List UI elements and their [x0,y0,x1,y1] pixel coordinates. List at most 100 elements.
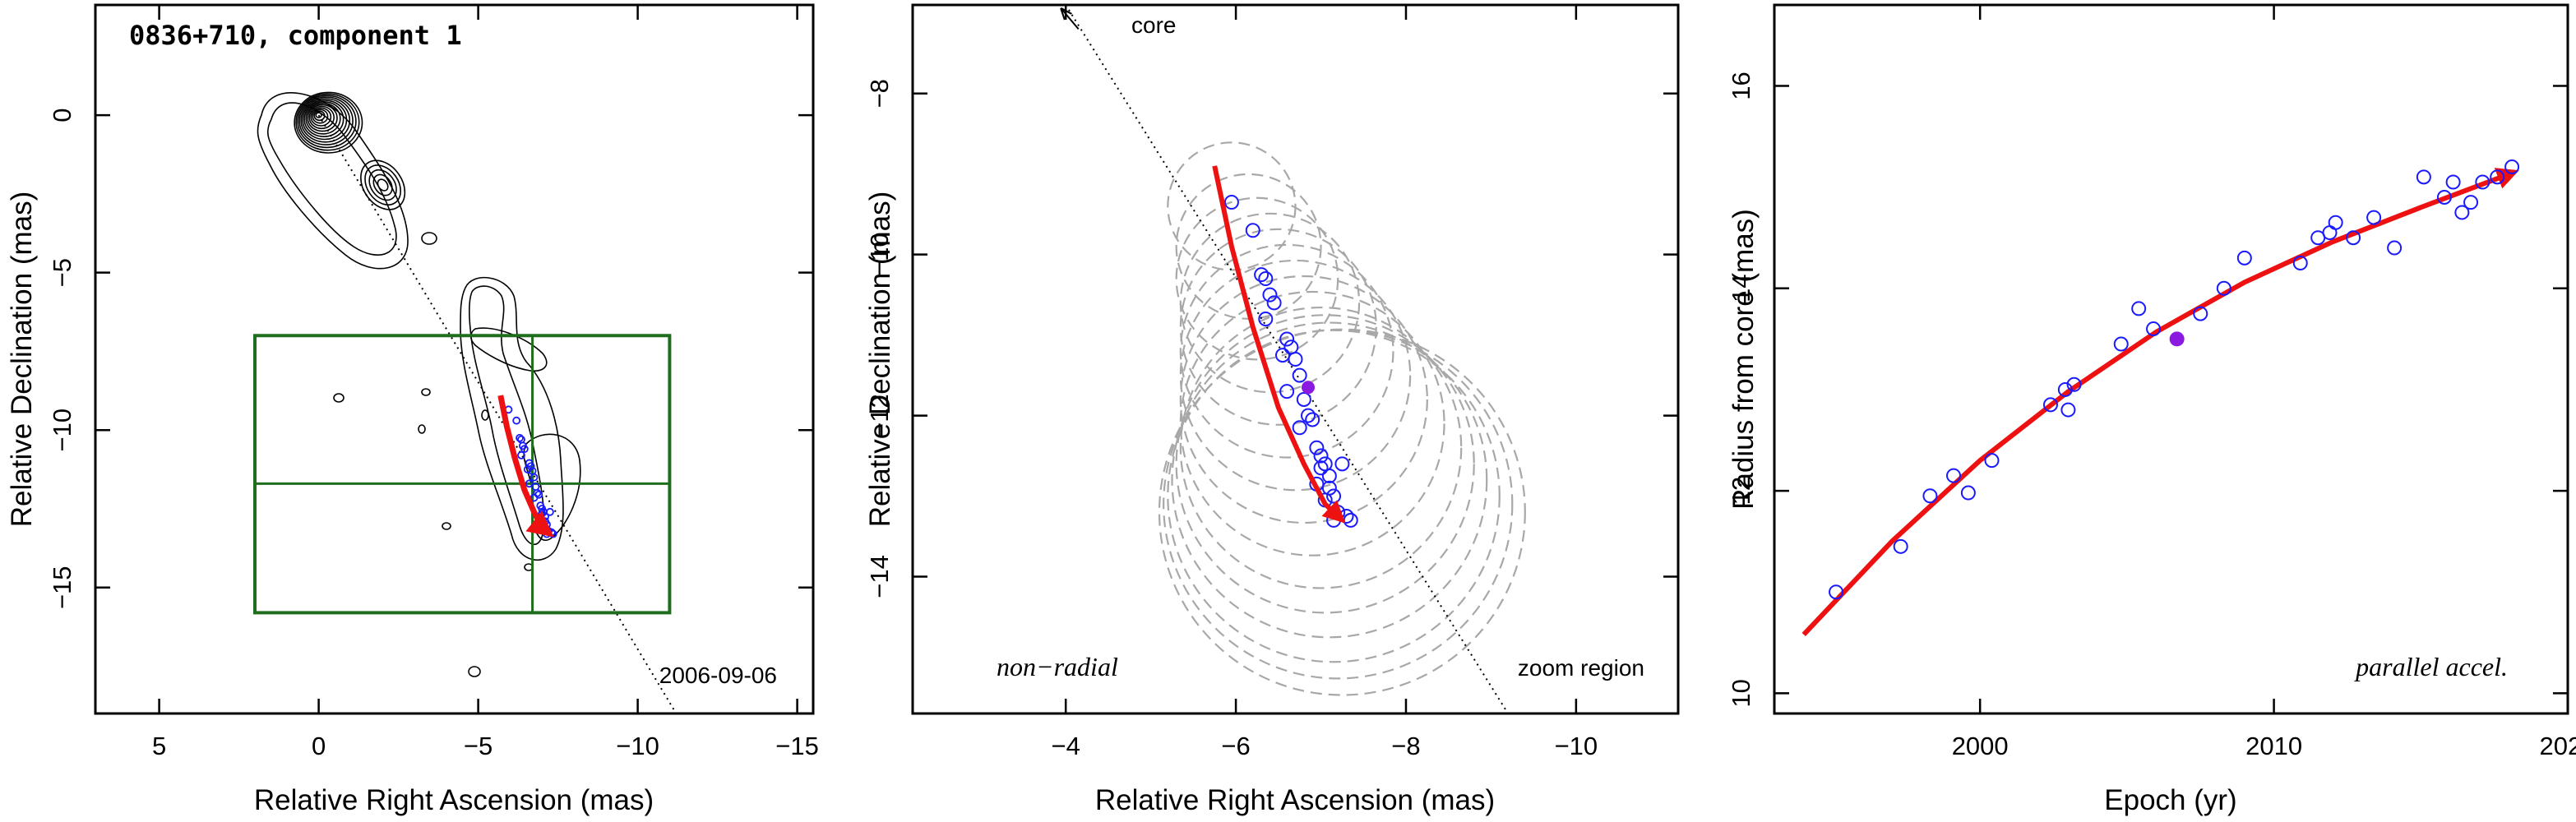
contour-core [310,107,332,127]
component-points [504,405,557,538]
core-direction-line [1065,5,1509,713]
y-tick-label: 0 [48,108,76,122]
component-point [525,479,534,488]
zoom-region-label: zoom region [1518,655,1644,681]
contour-knot [368,169,397,201]
highlighted-position [1302,381,1316,395]
size-circle [1179,243,1394,459]
contour-core [315,112,322,118]
core-arrow [1061,9,1080,30]
position-point [1258,312,1274,327]
size-circle [1179,228,1377,426]
x-tick-label: −5 [464,732,493,760]
y-tick-label: 14 [1727,275,1755,302]
size-circle [1179,275,1428,524]
contour-core [300,98,351,143]
contour-blob [421,388,431,396]
position-point [1245,223,1260,238]
y-tick-label: −10 [48,409,76,452]
contour-core [297,95,357,149]
radius-point [2146,321,2162,337]
contour-core [312,109,329,124]
position-point [1321,480,1337,496]
contour-core [308,105,335,130]
non-radial-label: non−radial [997,652,1118,681]
radius-point [1829,584,1844,600]
size-circle [1167,141,1297,271]
position-point [1292,367,1307,383]
tick-labels: 5 0 −5 −10 −15 0 −5 −10 −15 [48,108,819,760]
radius-point [2292,256,2308,271]
contour-jet [460,276,564,561]
y-tick-label: −8 [865,79,894,108]
contour-core [294,91,363,154]
zoom-box [253,334,672,615]
position-point [1313,448,1329,464]
trajectory-arrow [497,395,554,538]
position-point [1279,384,1295,399]
radius-point [1946,468,1962,483]
x-tick-label: 0 [312,732,326,760]
contour-blob [468,666,481,677]
x-axis-label: Relative Right Ascension (mas) [1095,784,1495,816]
parallel-accel-label: parallel accel. [2354,652,2508,681]
radius-point [2193,306,2208,321]
radius-point [2066,376,2082,392]
plot-frame [911,3,1680,715]
size-circle [1179,259,1412,492]
position-point [1266,295,1282,311]
size-circle [1171,321,1488,639]
panel-zoom-region: −4 −6 −8 −10 −8 −10 −12 −14 core non−radial zoo… [864,3,1680,816]
trajectory-arrow [1212,165,1346,524]
panel-contour-map: 5 0 −5 −10 −15 0 −5 −10 −15 0836+710, component … [6,3,819,816]
x-tick-label: 2000 [1952,732,2009,760]
panel-radius-vs-epoch: 2000 2010 2020 10 12 14 16 parallel accel. Epo… [1727,3,2576,816]
y-axis-label: Radius from core (mas) [1727,209,1760,510]
position-point [1254,267,1270,283]
contour-blob [481,409,489,421]
component-point [517,450,525,459]
radius-point [2042,397,2058,413]
radius-point [1893,538,1908,554]
x-axis-label: Relative Right Ascension (mas) [254,784,654,816]
radius-point [2113,336,2129,352]
component-size-circles [1158,141,1526,696]
radius-point [2236,250,2252,266]
radius-point [2463,195,2479,210]
contour-blob [442,522,451,530]
size-circle [1179,306,1463,589]
position-point [1258,271,1274,287]
contour-core [307,104,338,132]
y-tick-label: −5 [48,258,76,287]
chart-title: 0836+710, component 1 [129,20,462,51]
radius-point [2328,215,2343,230]
radius-point [2057,381,2073,397]
size-circle [1179,212,1361,394]
y-tick-label: 10 [1727,679,1755,707]
radius-point [2436,189,2452,205]
size-circle [1163,329,1514,680]
position-point [1274,348,1290,363]
x-axis-label: Epoch (yr) [2104,784,2236,816]
contour-blob [333,393,345,403]
radius-point [2445,174,2461,190]
contour-knot [360,159,406,210]
y-axis-label: Relative Declination (mas) [6,192,38,527]
position-point [1223,194,1239,210]
radius-point [2454,205,2470,220]
radius-point [2387,240,2403,256]
contour-envelope [266,102,397,256]
radius-point [1984,453,2000,469]
position-point [1309,440,1325,455]
y-tick-label: 16 [1727,72,1755,99]
position-point [1321,469,1337,484]
size-circle [1179,290,1445,556]
size-circle [1175,314,1475,614]
position-point [1305,412,1320,427]
contour-blob [418,424,426,434]
x-tick-label: −6 [1221,732,1250,760]
radius-point [2490,169,2505,185]
position-point [1288,352,1303,367]
zoom-box-frame [253,334,672,615]
position-point [1334,456,1350,472]
